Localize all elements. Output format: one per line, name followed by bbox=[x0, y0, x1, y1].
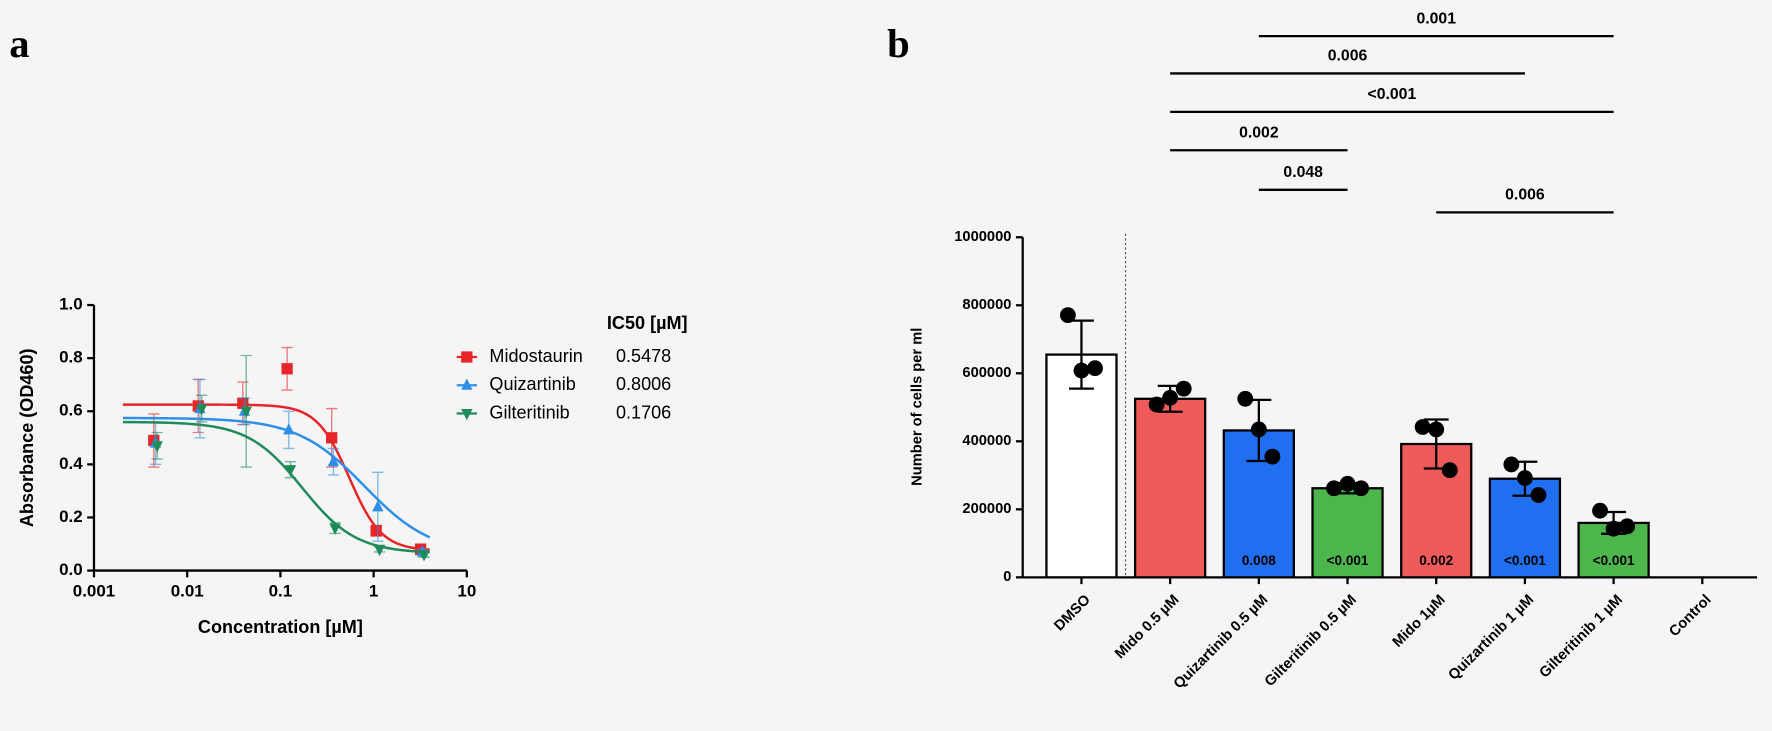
y-tick-label: 800000 bbox=[962, 297, 1011, 313]
y-axis-title: Absorbance (OD460) bbox=[17, 348, 37, 527]
data-point bbox=[1148, 396, 1165, 413]
y-tick-label: 0 bbox=[1003, 569, 1011, 585]
fit-curve bbox=[122, 420, 430, 554]
data-point bbox=[1339, 475, 1356, 492]
marker bbox=[281, 363, 293, 375]
marker bbox=[283, 423, 295, 435]
bar-label: <0.001 bbox=[1593, 553, 1635, 568]
data-point bbox=[1250, 421, 1267, 438]
legend-label: Gilteritinib bbox=[489, 402, 569, 422]
significance-label: <0.001 bbox=[1367, 86, 1416, 103]
significance-label: 0.002 bbox=[1239, 124, 1279, 141]
x-tick-label: Gilteritinib 0.5 µM bbox=[1262, 592, 1360, 690]
x-tick-label: 0.01 bbox=[171, 581, 204, 600]
marker bbox=[461, 351, 473, 363]
bar-label: 0.002 bbox=[1419, 553, 1453, 568]
y-tick-label: 400000 bbox=[962, 433, 1011, 449]
y-tick-label: 1000000 bbox=[954, 229, 1011, 245]
legend-title: IC50 [µM] bbox=[607, 313, 688, 333]
y-tick-label: 0.2 bbox=[59, 507, 83, 526]
data-point bbox=[1059, 307, 1076, 324]
data-point bbox=[1428, 421, 1445, 438]
data-point bbox=[1441, 462, 1458, 479]
x-tick-label: 1 bbox=[369, 581, 378, 600]
bar-label: <0.001 bbox=[1504, 553, 1546, 568]
x-axis-title: Concentration [µM] bbox=[198, 617, 363, 637]
x-tick-label: Mido 1µM bbox=[1390, 592, 1449, 651]
data-point bbox=[1414, 419, 1431, 435]
y-tick-label: 0.0 bbox=[59, 560, 83, 579]
panel-label: b bbox=[887, 21, 910, 66]
y-tick-label: 0.8 bbox=[59, 348, 83, 367]
x-tick-label: Gilteritinib 1 µM bbox=[1537, 592, 1626, 681]
x-tick-label: Quizartinib 0.5 µM bbox=[1171, 592, 1271, 692]
marker bbox=[237, 397, 249, 409]
data-point bbox=[1237, 390, 1254, 407]
data-point bbox=[1517, 470, 1533, 486]
marker bbox=[373, 544, 386, 557]
x-tick-label: Control bbox=[1666, 592, 1714, 640]
y-tick-label: 600000 bbox=[962, 365, 1011, 381]
x-tick-label: 0.001 bbox=[73, 581, 115, 600]
y-tick-label: 0.4 bbox=[59, 454, 83, 473]
marker bbox=[326, 432, 338, 444]
x-tick-label: Quizartinib 1 µM bbox=[1446, 592, 1538, 684]
marker bbox=[418, 550, 430, 562]
bar bbox=[1311, 487, 1384, 579]
y-tick-label: 200000 bbox=[962, 501, 1011, 517]
y-axis-title: Number of cells per ml bbox=[910, 328, 926, 486]
data-point bbox=[1264, 448, 1281, 465]
significance-label: 0.001 bbox=[1416, 10, 1456, 27]
panel-label: a bbox=[9, 21, 29, 66]
x-tick-label: 10 bbox=[457, 581, 476, 600]
data-point bbox=[1353, 480, 1370, 497]
data-point bbox=[1073, 362, 1090, 379]
marker bbox=[240, 406, 252, 419]
ic50-value: 0.1706 bbox=[616, 402, 671, 422]
bar-label: 0.008 bbox=[1242, 553, 1276, 568]
bar bbox=[1133, 397, 1207, 579]
data-point bbox=[1592, 502, 1608, 519]
marker bbox=[151, 441, 163, 453]
marker bbox=[327, 454, 340, 467]
y-tick-label: 0.6 bbox=[59, 401, 83, 420]
marker bbox=[329, 523, 341, 535]
data-point bbox=[1162, 389, 1179, 406]
fit-curve bbox=[122, 416, 431, 539]
data-point bbox=[1503, 456, 1520, 473]
bar-label: <0.001 bbox=[1327, 553, 1369, 568]
marker bbox=[372, 500, 384, 512]
marker bbox=[284, 465, 297, 477]
x-tick-label: Mido 0.5 µM bbox=[1112, 592, 1182, 662]
data-point bbox=[1326, 480, 1342, 497]
data-point bbox=[1175, 380, 1192, 397]
data-point bbox=[1530, 487, 1547, 503]
legend-label: Quizartinib bbox=[489, 374, 575, 394]
x-tick-label: 0.1 bbox=[269, 581, 293, 600]
y-tick-label: 1.0 bbox=[59, 295, 83, 314]
significance-label: 0.006 bbox=[1328, 48, 1368, 65]
legend-label: Midostaurin bbox=[489, 346, 582, 366]
marker bbox=[461, 408, 473, 421]
ic50-value: 0.8006 bbox=[616, 374, 671, 394]
significance-label: 0.006 bbox=[1505, 187, 1545, 204]
marker bbox=[195, 404, 208, 416]
data-point bbox=[1605, 520, 1622, 537]
data-point bbox=[1087, 360, 1103, 377]
data-point bbox=[1619, 518, 1636, 535]
significance-label: 0.048 bbox=[1283, 164, 1323, 181]
ic50-value: 0.5478 bbox=[616, 346, 671, 366]
x-tick-label: DMSO bbox=[1051, 592, 1093, 634]
marker bbox=[370, 525, 382, 537]
bar bbox=[1045, 353, 1118, 579]
marker bbox=[461, 378, 473, 390]
